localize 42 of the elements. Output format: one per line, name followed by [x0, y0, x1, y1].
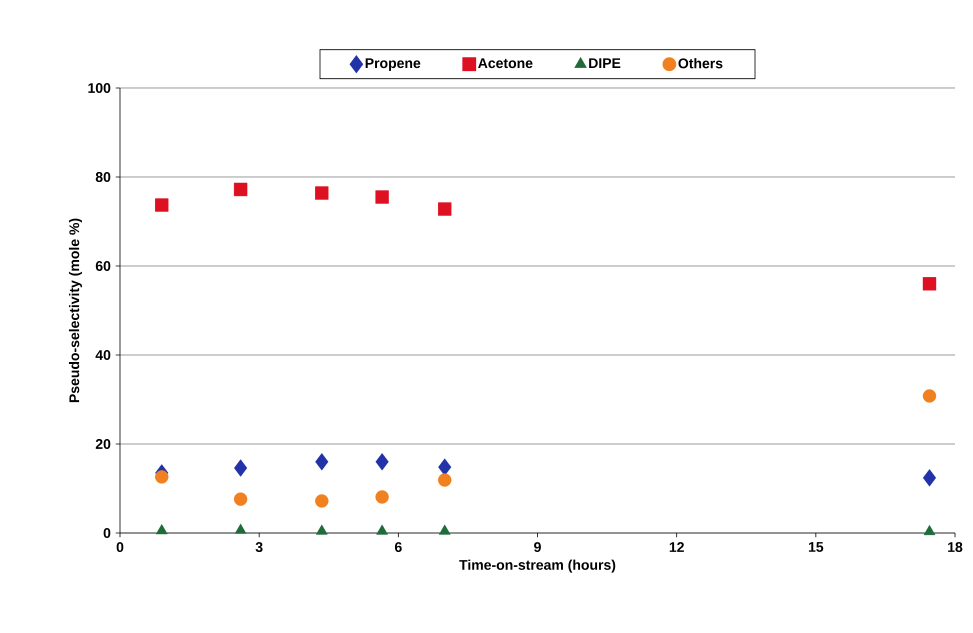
y-axis-title: Pseudo-selectivity (mole %)	[68, 218, 82, 402]
point	[376, 524, 388, 535]
point	[376, 453, 389, 470]
point	[922, 389, 936, 403]
point	[922, 277, 936, 290]
point	[155, 198, 168, 212]
legend-label: Others	[678, 58, 722, 68]
point	[375, 190, 389, 204]
point	[156, 524, 168, 534]
point	[924, 524, 936, 536]
point	[922, 469, 936, 487]
point	[438, 458, 452, 476]
x-tick-label: 0	[116, 542, 124, 552]
point	[375, 490, 389, 504]
y-tick-label: 80	[96, 172, 110, 182]
point	[438, 202, 452, 216]
legend-label: DIPE	[589, 58, 620, 68]
legend-label: Propene	[366, 58, 420, 71]
point	[315, 186, 328, 200]
y-tick-label: 100	[88, 83, 110, 93]
point	[155, 470, 168, 484]
point	[316, 524, 328, 535]
point	[234, 182, 248, 196]
y-tick-label: 40	[96, 350, 110, 360]
point	[438, 473, 452, 487]
x-tick-label: 3	[256, 542, 263, 552]
x-axis-title: Time-on-stream (hours)	[459, 560, 616, 573]
x-tick-label: 15	[808, 542, 824, 552]
point	[234, 524, 246, 534]
x-tick-label: 12	[670, 542, 684, 552]
y-tick-label: 60	[96, 261, 110, 271]
x-tick-label: 18	[948, 542, 962, 552]
point	[234, 459, 248, 477]
legend-label: Acetone	[478, 58, 533, 68]
point	[315, 453, 328, 470]
y-tick-label: 0	[104, 528, 110, 538]
x-tick-label: 9	[534, 542, 541, 552]
x-tick-label: 6	[394, 542, 402, 552]
point	[234, 492, 248, 506]
point	[438, 524, 451, 535]
y-tick-label: 20	[96, 439, 110, 449]
point	[315, 494, 328, 508]
